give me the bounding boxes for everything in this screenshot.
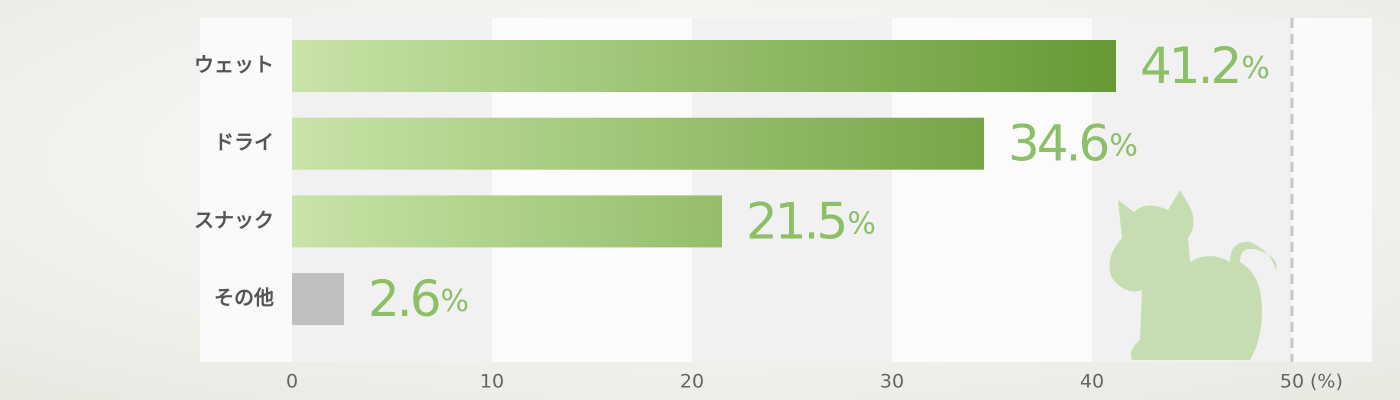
category-label: スナック [194,208,274,232]
bar [292,117,984,170]
bar [292,195,722,248]
bar [292,40,1116,92]
value-label: 21.5% [746,192,874,250]
x-tick-label: 10 [480,371,504,393]
bar [292,273,344,326]
category-label: ドライ [214,130,274,154]
category-label: ウェット [194,53,274,77]
cat-illustration [1109,190,1277,360]
value-label: 2.6% [368,270,468,328]
x-tick-label: 30 [880,371,904,393]
x-tick-label: 40 [1080,371,1104,393]
category-label: その他 [214,286,274,310]
x-unit: (%) [1310,371,1343,393]
x-tick-label: 50 [1280,371,1304,393]
value-label: 41.2% [1140,37,1268,95]
x-tick-label: 20 [680,371,704,393]
value-label: 34.6% [1008,114,1136,172]
x-tick-label: 0 [286,371,298,393]
